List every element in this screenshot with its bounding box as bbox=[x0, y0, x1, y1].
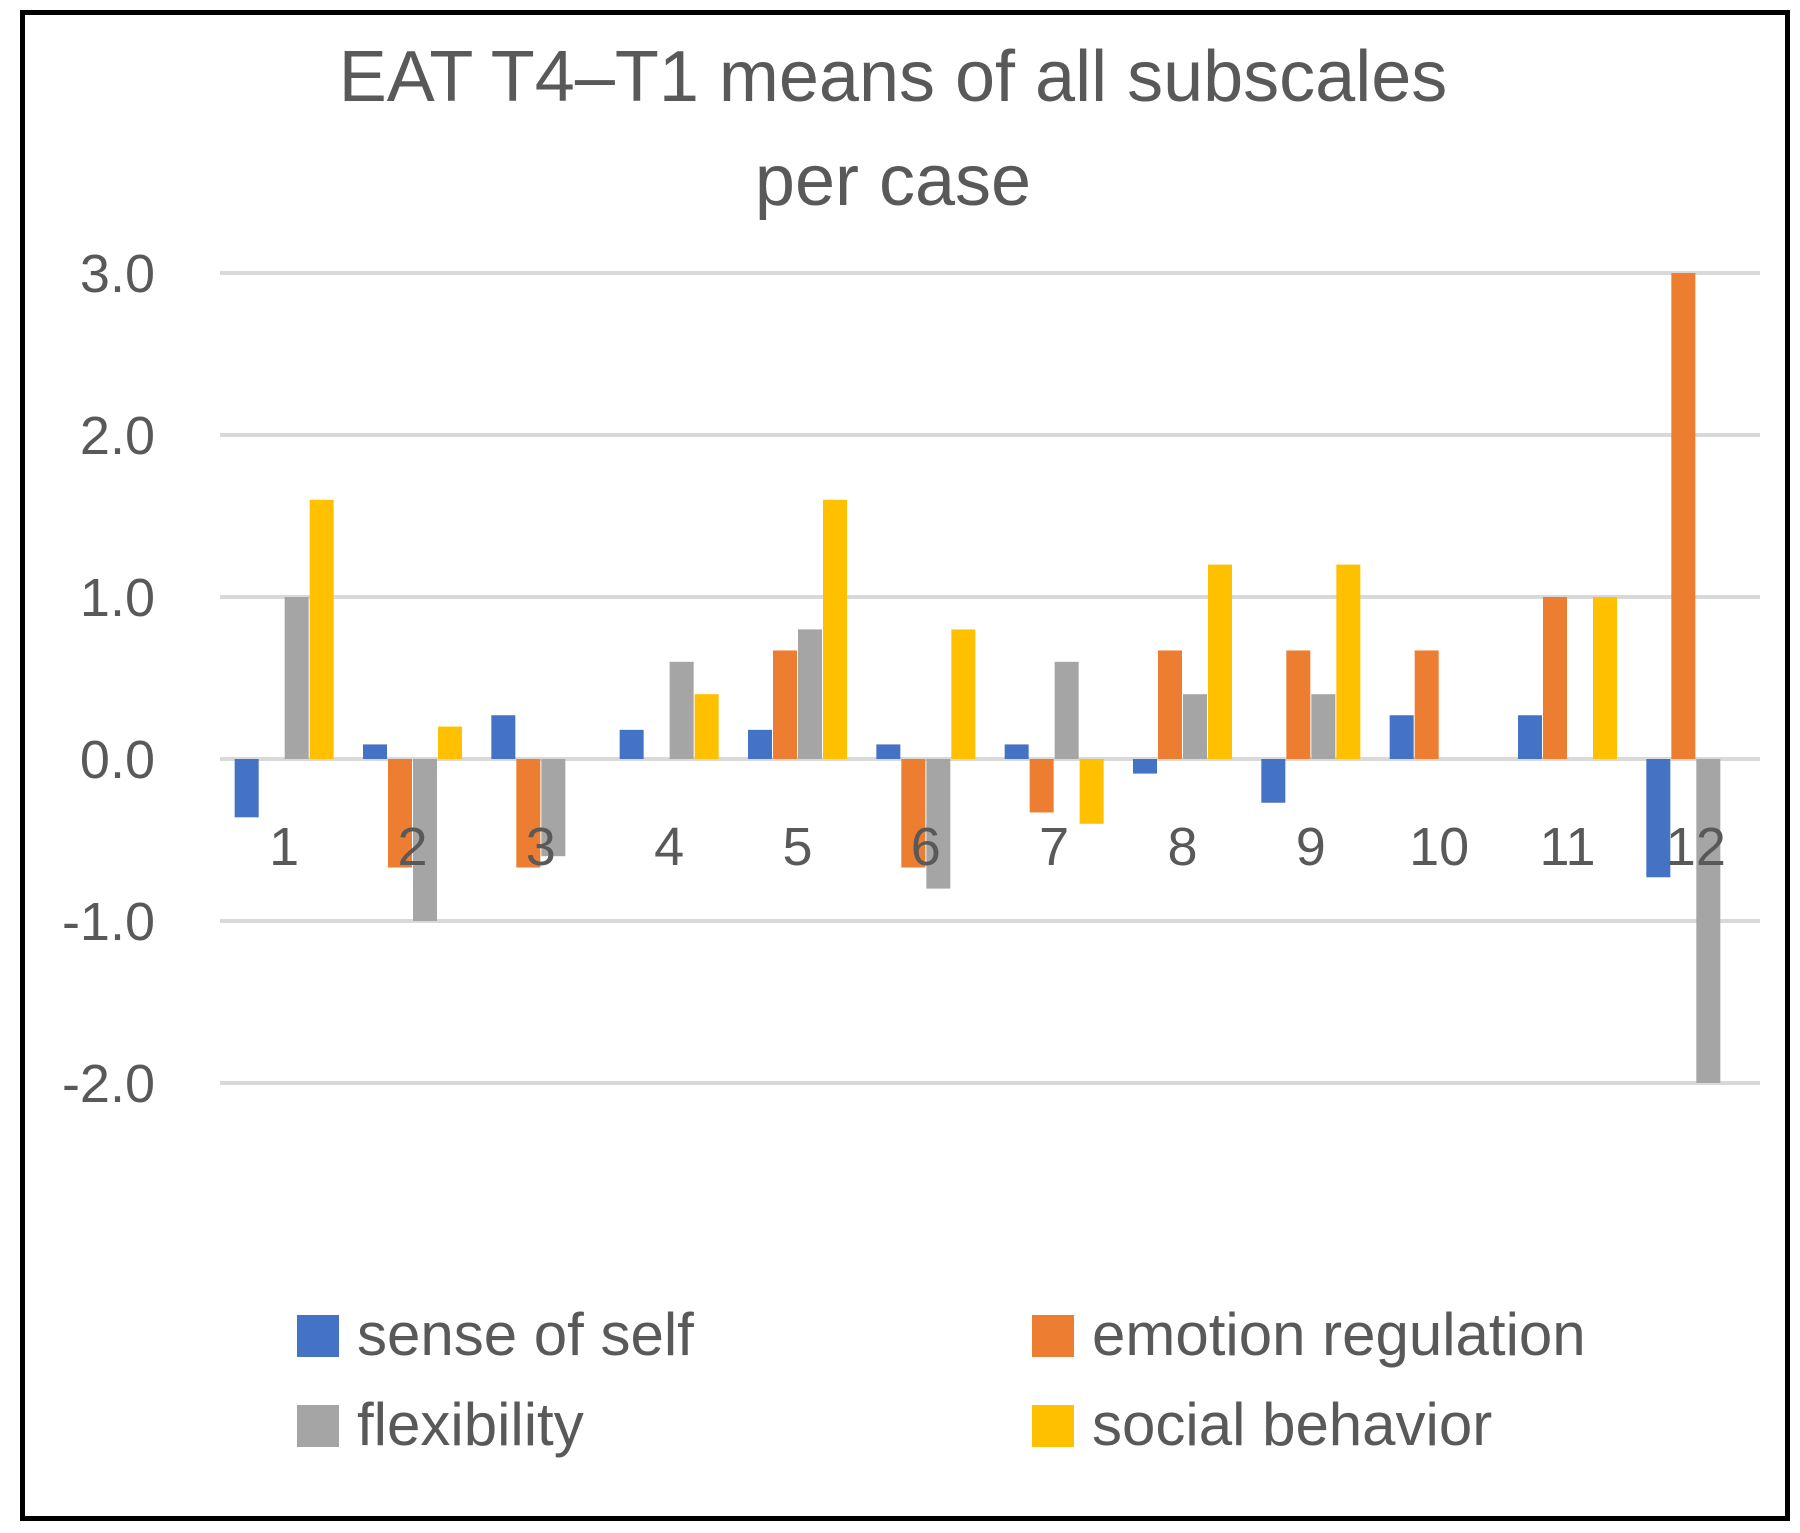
bar-sense-of-self-case-11 bbox=[1518, 715, 1542, 759]
bar-social-behavior-case-7 bbox=[1079, 759, 1104, 824]
category-labels: 1 2 3 4 5 6 7 8 9 10 11 12 bbox=[269, 817, 1726, 877]
bar-emotion-regulation-case-7 bbox=[1029, 759, 1054, 813]
y-tick-label: -2.0 bbox=[62, 1054, 155, 1114]
bar-social-behavior-case-8 bbox=[1208, 564, 1232, 759]
bars bbox=[234, 273, 1721, 1083]
bar-flexibility-case-8 bbox=[1183, 694, 1207, 759]
x-category-label: 3 bbox=[526, 817, 556, 877]
bar-sense-of-self-case-9 bbox=[1261, 759, 1286, 803]
bar-sense-of-self-case-8 bbox=[1133, 759, 1157, 774]
legend-swatch-sense-of-self bbox=[297, 1315, 339, 1357]
x-category-label: 4 bbox=[654, 817, 684, 877]
bar-sense-of-self-case-10 bbox=[1389, 715, 1414, 759]
bar-sense-of-self-case-5 bbox=[748, 729, 772, 759]
x-category-label: 6 bbox=[911, 817, 941, 877]
legend-label-flexibility: flexibility bbox=[357, 1391, 584, 1458]
legend-swatch-social-behavior bbox=[1032, 1405, 1074, 1447]
bar-social-behavior-case-4 bbox=[694, 694, 719, 759]
x-category-label: 11 bbox=[1539, 817, 1595, 877]
bar-emotion-regulation-case-12 bbox=[1671, 273, 1696, 759]
bar-emotion-regulation-case-8 bbox=[1158, 650, 1182, 759]
x-category-label: 2 bbox=[397, 817, 427, 877]
x-category-label: 5 bbox=[782, 817, 812, 877]
chart-title-line-2: per case bbox=[755, 141, 1031, 221]
bar-emotion-regulation-case-11 bbox=[1543, 597, 1567, 759]
bar-flexibility-case-3 bbox=[541, 759, 566, 857]
bar-emotion-regulation-case-10 bbox=[1414, 650, 1439, 759]
bar-sense-of-self-case-2 bbox=[363, 744, 387, 759]
y-tick-label: 3.0 bbox=[80, 244, 155, 304]
legend-swatch-emotion-regulation bbox=[1032, 1315, 1074, 1357]
y-tick-label: -1.0 bbox=[62, 892, 155, 952]
x-category-label: 7 bbox=[1039, 817, 1069, 877]
bar-sense-of-self-case-3 bbox=[491, 715, 516, 759]
y-tick-label: 2.0 bbox=[80, 406, 155, 466]
bar-emotion-regulation-case-5 bbox=[773, 650, 797, 759]
bar-flexibility-case-9 bbox=[1311, 694, 1336, 759]
bar-flexibility-case-1 bbox=[284, 597, 309, 759]
bar-flexibility-case-12 bbox=[1696, 759, 1721, 1083]
y-tick-label: 0.0 bbox=[80, 730, 155, 790]
x-category-label: 8 bbox=[1167, 817, 1197, 877]
x-category-label: 1 bbox=[269, 817, 299, 877]
bar-sense-of-self-case-12 bbox=[1646, 759, 1671, 878]
y-tick-label: 1.0 bbox=[80, 568, 155, 628]
bar-sense-of-self-case-4 bbox=[619, 729, 644, 759]
x-category-label: 10 bbox=[1409, 817, 1469, 877]
legend-label-sense-of-self: sense of self bbox=[357, 1301, 694, 1368]
bar-social-behavior-case-11 bbox=[1593, 597, 1617, 759]
bar-social-behavior-case-1 bbox=[309, 499, 334, 759]
bar-social-behavior-case-9 bbox=[1336, 564, 1361, 759]
bar-social-behavior-case-6 bbox=[951, 629, 976, 759]
legend-label-emotion-regulation: emotion regulation bbox=[1092, 1301, 1586, 1368]
gridlines: 3.0 2.0 1.0 0.0 -1.0 -2.0 bbox=[62, 244, 1760, 1114]
bar-emotion-regulation-case-3 bbox=[516, 759, 541, 868]
bar-social-behavior-case-5 bbox=[823, 499, 847, 759]
bar-emotion-regulation-case-9 bbox=[1286, 650, 1311, 759]
x-category-label: 9 bbox=[1296, 817, 1326, 877]
x-category-label: 12 bbox=[1666, 817, 1726, 877]
bar-sense-of-self-case-1 bbox=[234, 759, 259, 818]
bar-flexibility-case-6 bbox=[926, 759, 951, 889]
bar-sense-of-self-case-6 bbox=[876, 744, 901, 759]
legend-label-social-behavior: social behavior bbox=[1092, 1391, 1492, 1458]
bar-flexibility-case-5 bbox=[798, 629, 822, 759]
bar-flexibility-case-7 bbox=[1054, 661, 1079, 759]
bar-emotion-regulation-case-6 bbox=[901, 759, 926, 868]
chart-frame: EAT T4–T1 means of all subscales per cas… bbox=[20, 10, 1790, 1521]
bar-social-behavior-case-2 bbox=[438, 726, 462, 759]
bar-flexibility-case-4 bbox=[669, 661, 694, 759]
legend: sense of self emotion regulation flexibili… bbox=[297, 1301, 1586, 1458]
bar-chart: EAT T4–T1 means of all subscales per cas… bbox=[62, 37, 1760, 1458]
bar-sense-of-self-case-7 bbox=[1004, 744, 1029, 759]
bar-flexibility-case-2 bbox=[413, 759, 437, 921]
legend-swatch-flexibility bbox=[297, 1405, 339, 1447]
chart-title-line-1: EAT T4–T1 means of all subscales bbox=[339, 37, 1448, 117]
bar-emotion-regulation-case-2 bbox=[388, 759, 412, 868]
